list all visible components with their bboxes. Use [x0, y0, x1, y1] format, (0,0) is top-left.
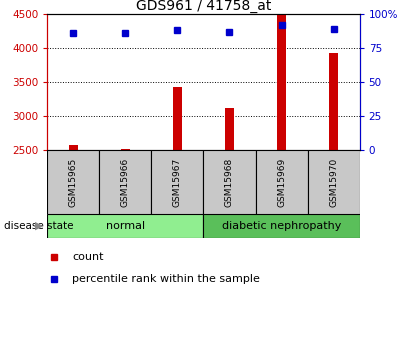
Text: ▶: ▶ [35, 221, 44, 231]
Bar [151, 150, 203, 214]
Bar [99, 150, 151, 214]
Bar [47, 214, 203, 238]
Text: GSM15970: GSM15970 [329, 157, 338, 207]
Title: GDS961 / 41758_at: GDS961 / 41758_at [136, 0, 271, 13]
Bar [329, 53, 338, 150]
Bar [121, 149, 130, 150]
Text: normal: normal [106, 221, 145, 231]
Text: GSM15968: GSM15968 [225, 157, 234, 207]
Text: GSM15965: GSM15965 [69, 157, 78, 207]
Text: diabetic nephropathy: diabetic nephropathy [222, 221, 341, 231]
Bar [307, 150, 360, 214]
Bar [256, 150, 307, 214]
Text: count: count [72, 253, 104, 262]
Bar [69, 145, 78, 150]
Text: disease state: disease state [4, 221, 74, 231]
Bar [173, 87, 182, 150]
Text: GSM15969: GSM15969 [277, 157, 286, 207]
Bar [203, 150, 256, 214]
Bar [203, 214, 360, 238]
Bar [47, 150, 99, 214]
Text: GSM15967: GSM15967 [173, 157, 182, 207]
Text: percentile rank within the sample: percentile rank within the sample [72, 275, 260, 284]
Bar [277, 14, 286, 150]
Bar [225, 108, 234, 150]
Text: GSM15966: GSM15966 [121, 157, 130, 207]
